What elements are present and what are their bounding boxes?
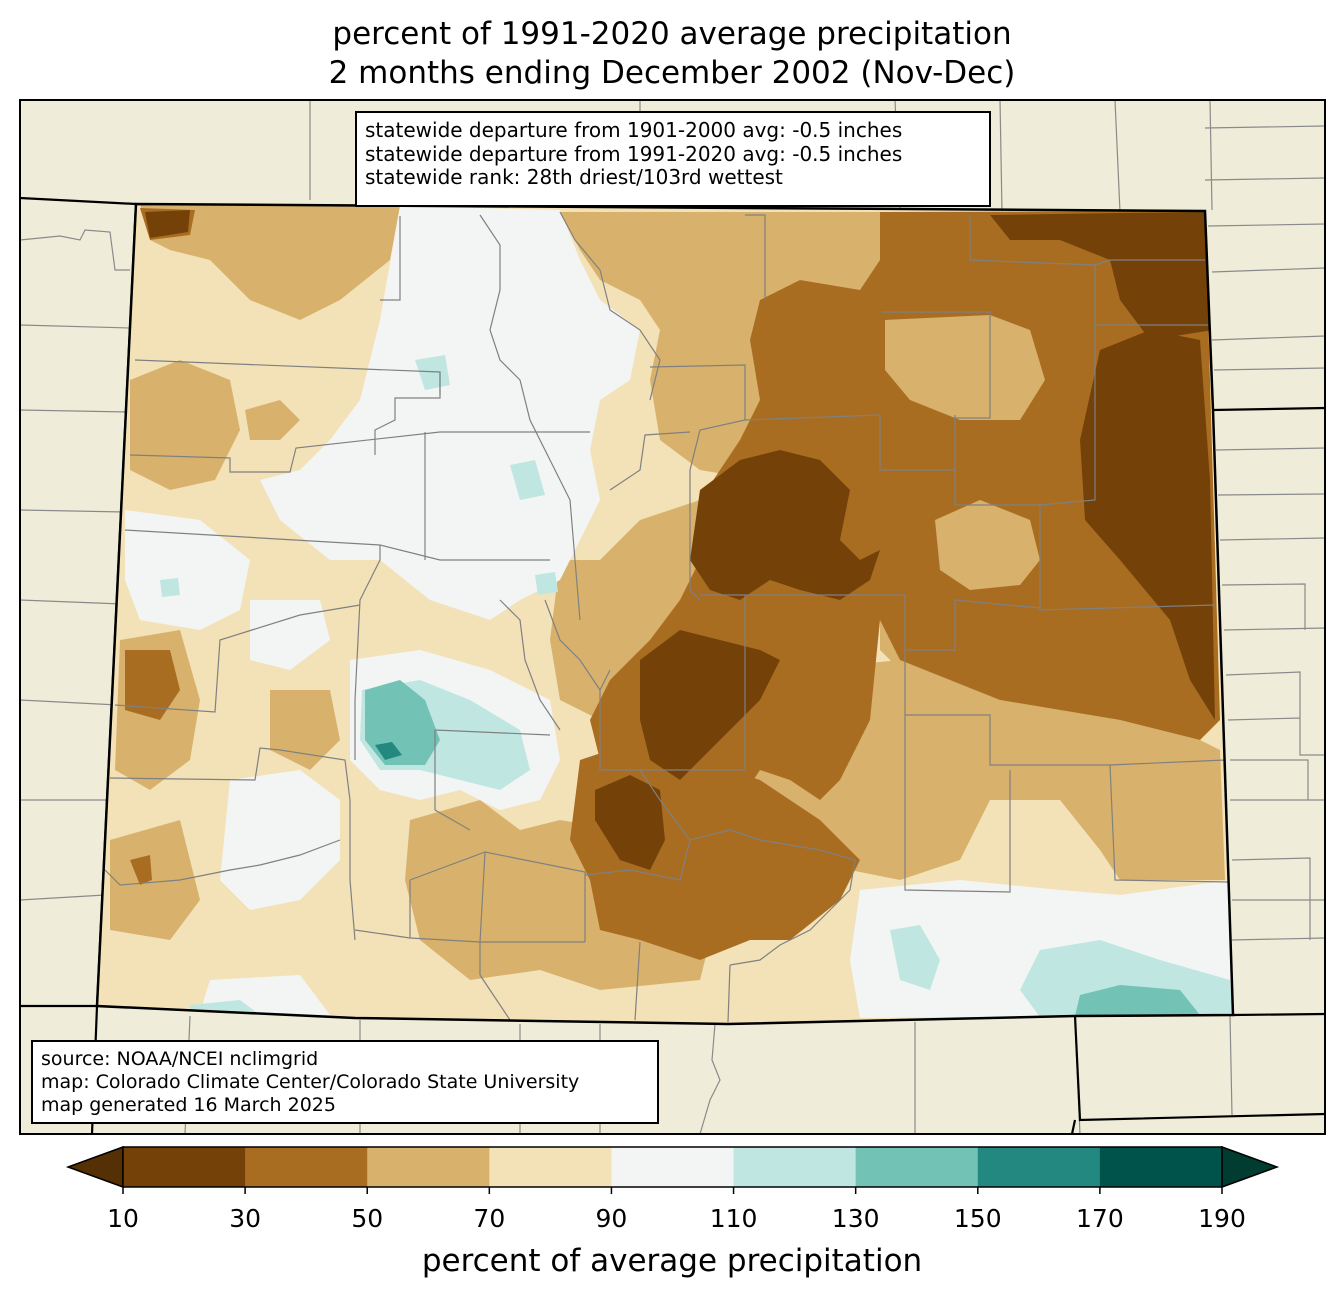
colorbar-tick-label: 170 [1076,1204,1124,1233]
colorado-county-lines [104,211,1229,1023]
source-line-3: map generated 16 March 2025 [41,1094,336,1116]
colorbar-tick-label: 90 [595,1204,628,1233]
colorbar-tick-label: 150 [953,1204,1002,1233]
colorbar-tick-label: 190 [1198,1204,1246,1233]
source-line-2: map: Colorado Climate Center/Colorado St… [41,1071,580,1093]
source-box: source: NOAA/NCEI nclimgrid map: Colorad… [31,1040,659,1124]
colorbar-tick-label: 110 [709,1204,758,1233]
colorbar-tick-label: 30 [229,1204,262,1233]
colorbar-tick-label: 50 [351,1204,384,1233]
statewide-stats-box: statewide departure from 1901-2000 avg: … [355,111,991,207]
precipitation-field [97,204,1233,1024]
stats-line-3: statewide rank: 28th driest/103rd wettes… [365,165,783,189]
colorbar-label: percent of average precipitation [421,1243,923,1279]
source-line-1: source: NOAA/NCEI nclimgrid [41,1048,319,1070]
stats-line-2: statewide departure from 1991-2020 avg: … [365,141,903,166]
colorado-boundary [95,202,1235,1026]
colorbar-tick-label: 70 [473,1204,506,1233]
map-frame-border [19,99,1326,1135]
map-title-line1: percent of 1991-2020 average precipitati… [332,16,1012,52]
zone-50-70-inset [885,315,1045,590]
colorbar-tick-label: 10 [107,1204,139,1233]
zone-150-170 [375,742,402,760]
map-title-line2: 2 months ending December 2002 (Nov-Dec) [328,55,1016,91]
stats-line-1: statewide departure from 1901-2000 avg: … [365,118,903,142]
colorbar-tick-label: 130 [831,1204,880,1233]
